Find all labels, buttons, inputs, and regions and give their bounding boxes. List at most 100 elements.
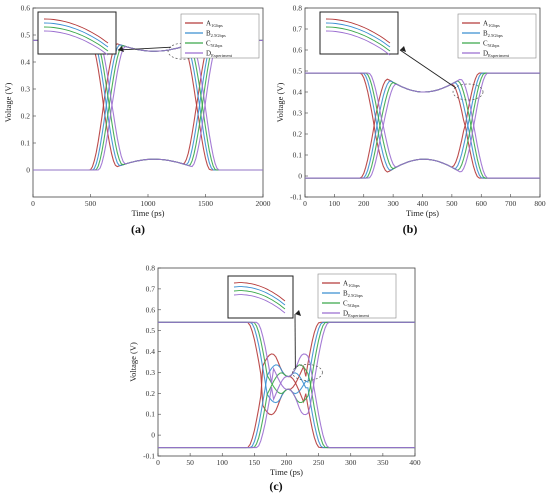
legend-series-name: B [343,290,348,298]
inset-trace-c [325,26,391,52]
legend-series-sub: 5Gbps [348,303,360,308]
inset-trace-b [233,286,286,306]
panel-label: (b) [403,222,418,236]
panel-c: 0 50 100 150 200 250 300 350 400-0.100.10.20.30.… [128,264,421,494]
legend-box [317,273,397,319]
legend-label-d: DExperiment [343,310,370,319]
y-tick-label: 0.6 [21,4,31,13]
legend-series-name: D [483,50,488,58]
y-tick-label: 0.7 [293,25,303,34]
legend-box [457,13,537,59]
y-tick-label: 0.4 [146,347,156,356]
inset-trace-b [325,22,391,48]
legend-label-b: B2.5Gbps [483,30,503,39]
legend-label-d: DExperiment [206,50,233,59]
series-d-rising-trace [33,43,263,171]
x-tick-label: 0 [303,199,307,208]
y-axis-label: Voltage (V) [3,82,13,122]
legend-series-name: B [483,30,488,38]
y-tick-label: 0.5 [21,31,31,40]
x-tick-label: 100 [217,458,229,467]
inset-arrow-head [295,310,301,316]
legend-series-name: B [206,30,211,38]
x-tick-label: 0 [156,458,160,467]
legend-series-sub: 2.5Gbps [348,293,363,298]
legend-series-sub: 1Gbps [211,23,223,28]
inset-arrow [117,46,172,51]
inset-trace-a [43,18,109,44]
inset-trace-d [233,294,286,314]
y-tick-label: 0.8 [146,264,156,273]
x-tick-label: 400 [409,458,421,467]
legend-series-sub: 5Gbps [488,43,500,48]
inset-arrow [399,49,457,89]
y-tick-label: 0.4 [293,88,303,97]
legend-series-sub: Experiment [211,53,233,58]
panel-label: (c) [269,479,282,493]
x-tick-label: 0 [31,199,35,208]
x-tick-label: 500 [85,199,97,208]
legend-series-sub: 1Gbps [488,23,500,28]
y-tick-label: 0 [298,172,302,181]
x-tick-label: 2000 [256,199,271,208]
legend-label-c: C5Gbps [483,40,500,49]
inset-trace-a [325,18,391,44]
x-tick-label: 600 [476,199,488,208]
y-tick-label: 0.5 [146,326,156,335]
highlight-ellipse [292,364,323,381]
x-axis-label: Time (ps) [132,208,165,218]
x-tick-label: 200 [358,199,370,208]
inset-trace-c [43,26,109,52]
inset-arrow-head [400,46,406,52]
y-tick-label: -0.1 [143,452,155,461]
inset-trace-c [233,290,286,310]
inset-trace-b [43,22,109,48]
inset-trace-d [325,30,391,56]
legend-label-c: C5Gbps [206,40,223,49]
y-tick-label: 0.3 [293,109,303,118]
panel-a: 0 500 1000 1500 2000 0 0.1 0.2 0.3 0.4 0.5 0.6 Time … [3,4,271,237]
legend-series-name: C [343,300,348,308]
legend-series-name: A [483,20,488,28]
y-tick-label: 0.8 [293,4,303,13]
legend-series-name: A [206,20,211,28]
legend-label-d: DExperiment [483,50,510,59]
legend-series-sub: 5Gbps [211,43,223,48]
x-tick-label: 250 [313,458,325,467]
x-tick-label: 500 [446,199,458,208]
inset-arrow-head [118,46,124,52]
legend-series-sub: Experiment [488,53,510,58]
y-tick-label: 0.4 [21,58,31,67]
legend-label-b: B2.5Gbps [343,290,363,299]
x-tick-label: 800 [534,199,546,208]
y-tick-label: 0.6 [146,305,156,314]
y-tick-label: 0.7 [146,284,156,293]
highlight-ellipse [452,83,484,101]
inset-trace-d [43,30,109,56]
legend-series-name: C [483,40,488,48]
series-d-falling-trace [158,321,415,416]
y-tick-label: 0.1 [21,139,31,148]
y-tick-label: 0.1 [146,410,156,419]
legend-series-sub: Experiment [348,313,370,318]
legend-series-name: A [343,280,348,288]
legend-series-name: D [343,310,348,318]
x-axis-label: Time (ps) [406,208,439,218]
y-tick-label: 0.2 [21,112,31,121]
x-tick-label: 1500 [198,199,213,208]
inset-trace-a [233,282,286,302]
y-tick-label: 0.2 [146,389,156,398]
y-tick-label: -0.1 [290,193,302,202]
x-tick-label: 300 [388,199,400,208]
y-tick-label: 0.6 [293,46,303,55]
legend-box [180,13,260,59]
legend-series-sub: 2.5Gbps [488,33,503,38]
legend-series-sub: 2.5Gbps [211,33,226,38]
y-tick-label: 0.1 [293,151,303,160]
x-tick-label: 50 [186,458,194,467]
y-tick-label: 0.5 [293,67,303,76]
x-tick-label: 400 [417,199,429,208]
x-tick-label: 700 [505,199,517,208]
legend-series-sub: 1Gbps [348,283,360,288]
legend-label-a: A1Gbps [343,280,360,289]
